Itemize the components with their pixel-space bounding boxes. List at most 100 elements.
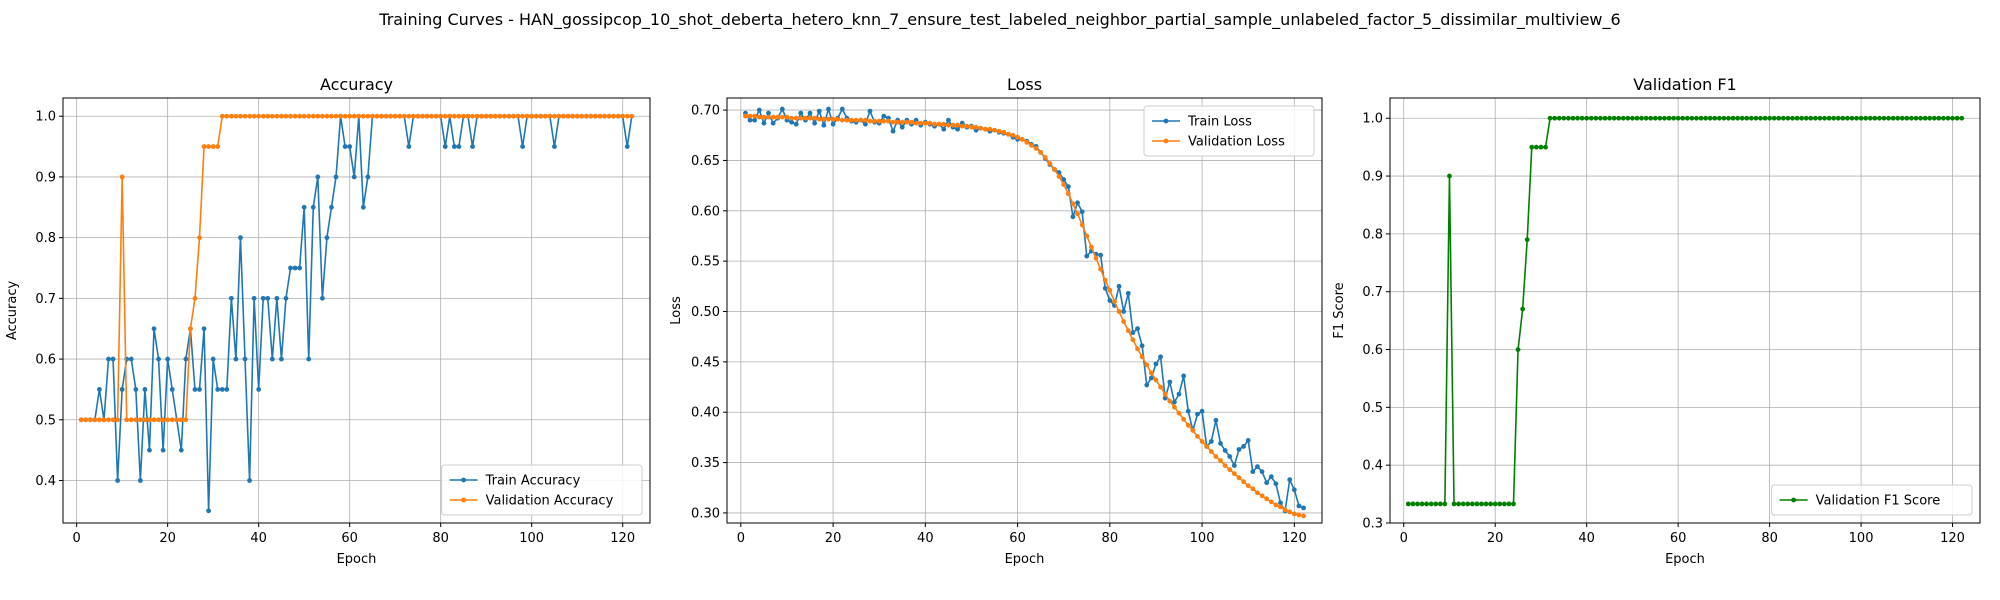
data-point <box>1139 354 1145 360</box>
data-point <box>1858 115 1864 121</box>
data-point <box>383 113 389 119</box>
data-point <box>789 119 794 125</box>
data-point <box>1255 490 1260 496</box>
data-point <box>1264 496 1270 502</box>
y-axis-label: Accuracy <box>5 281 20 341</box>
data-point <box>1019 136 1025 142</box>
data-point <box>881 113 887 119</box>
x-tick-label: 0 <box>1400 531 1408 546</box>
data-point <box>128 417 134 423</box>
data-point <box>1474 501 1480 507</box>
data-point <box>1287 509 1293 515</box>
data-point <box>1716 115 1722 121</box>
data-point <box>1218 458 1223 463</box>
data-point <box>913 120 919 126</box>
data-point <box>288 265 293 271</box>
data-point <box>927 120 933 126</box>
data-point <box>1643 115 1649 121</box>
data-point <box>853 117 859 123</box>
subplot-title: Loss <box>1007 75 1042 94</box>
data-point <box>1208 439 1214 444</box>
data-point <box>228 295 234 301</box>
data-point <box>1447 173 1452 179</box>
data-point <box>1213 417 1219 423</box>
data-point <box>890 119 896 125</box>
data-point <box>932 121 937 127</box>
y-tick-label: 1.0 <box>1362 112 1383 127</box>
data-point <box>867 108 873 114</box>
data-point <box>756 107 762 113</box>
data-point <box>1245 438 1251 443</box>
data-point <box>982 126 988 132</box>
data-point <box>936 121 942 127</box>
data-point <box>520 144 525 149</box>
data-point <box>1675 115 1681 121</box>
data-point <box>119 387 125 392</box>
data-point <box>1899 115 1905 121</box>
data-point <box>1227 454 1233 459</box>
data-point <box>474 113 480 119</box>
data-point <box>169 387 175 392</box>
x-tick-label: 80 <box>1761 531 1778 546</box>
data-point <box>1282 507 1288 513</box>
data-point <box>256 387 262 392</box>
x-tick-label: 60 <box>1670 531 1687 546</box>
data-point <box>992 127 997 133</box>
data-point <box>1273 502 1279 508</box>
y-tick-label: 0.3 <box>1362 517 1383 532</box>
data-point <box>456 113 462 119</box>
subplot-1: 0 20 40 60 80 100 120 0.4 0.5 0.6 0.7 0.8 0.9 1.0 Accu… <box>5 75 651 567</box>
data-point <box>1195 411 1200 417</box>
data-point <box>945 117 951 123</box>
data-point <box>347 113 353 119</box>
y-tick-label: 0.5 <box>1362 401 1383 416</box>
data-point <box>899 124 905 130</box>
data-point <box>206 508 212 514</box>
data-point <box>1588 115 1594 121</box>
legend: Train Loss Validation Loss <box>1143 105 1315 157</box>
data-point <box>1547 115 1553 121</box>
data-point <box>1479 501 1484 507</box>
data-point <box>1278 504 1283 510</box>
data-point <box>1001 129 1007 135</box>
data-point <box>1671 115 1676 121</box>
data-point <box>228 113 234 119</box>
data-point <box>588 113 594 119</box>
y-tick-label: 0.6 <box>35 353 56 368</box>
data-point <box>552 144 557 149</box>
data-point <box>1176 410 1182 416</box>
x-tick-label: 100 <box>1190 531 1215 546</box>
data-point <box>556 113 562 119</box>
data-point <box>210 144 216 149</box>
data-point <box>761 114 767 120</box>
data-point <box>406 144 412 149</box>
figure-suptitle: Training Curves - HAN_gossipcop_10_shot_… <box>378 10 1620 30</box>
data-point <box>1158 354 1163 360</box>
data-point <box>1301 513 1306 519</box>
data-point <box>1822 115 1827 121</box>
data-point <box>242 356 248 362</box>
y-tick-label: 0.4 <box>1362 459 1383 474</box>
data-point <box>1657 115 1663 121</box>
data-point <box>890 128 896 134</box>
data-point <box>483 113 489 119</box>
legend-box <box>441 464 643 516</box>
data-point <box>1524 237 1530 243</box>
data-point <box>1181 416 1187 422</box>
data-point <box>574 113 580 119</box>
data-point <box>565 113 571 119</box>
data-point <box>1533 144 1539 150</box>
data-point <box>1241 479 1246 485</box>
data-point <box>1739 115 1745 121</box>
data-point <box>1144 382 1150 388</box>
data-point <box>1684 115 1690 121</box>
data-point <box>1075 211 1080 217</box>
data-point <box>945 122 951 128</box>
data-point <box>301 113 307 119</box>
data-point <box>1785 115 1791 121</box>
y-tick-label: 0.70 <box>691 104 720 119</box>
data-point <box>465 113 471 119</box>
data-point <box>188 326 193 332</box>
x-axis-label: Epoch <box>337 552 377 567</box>
data-point <box>862 121 868 127</box>
